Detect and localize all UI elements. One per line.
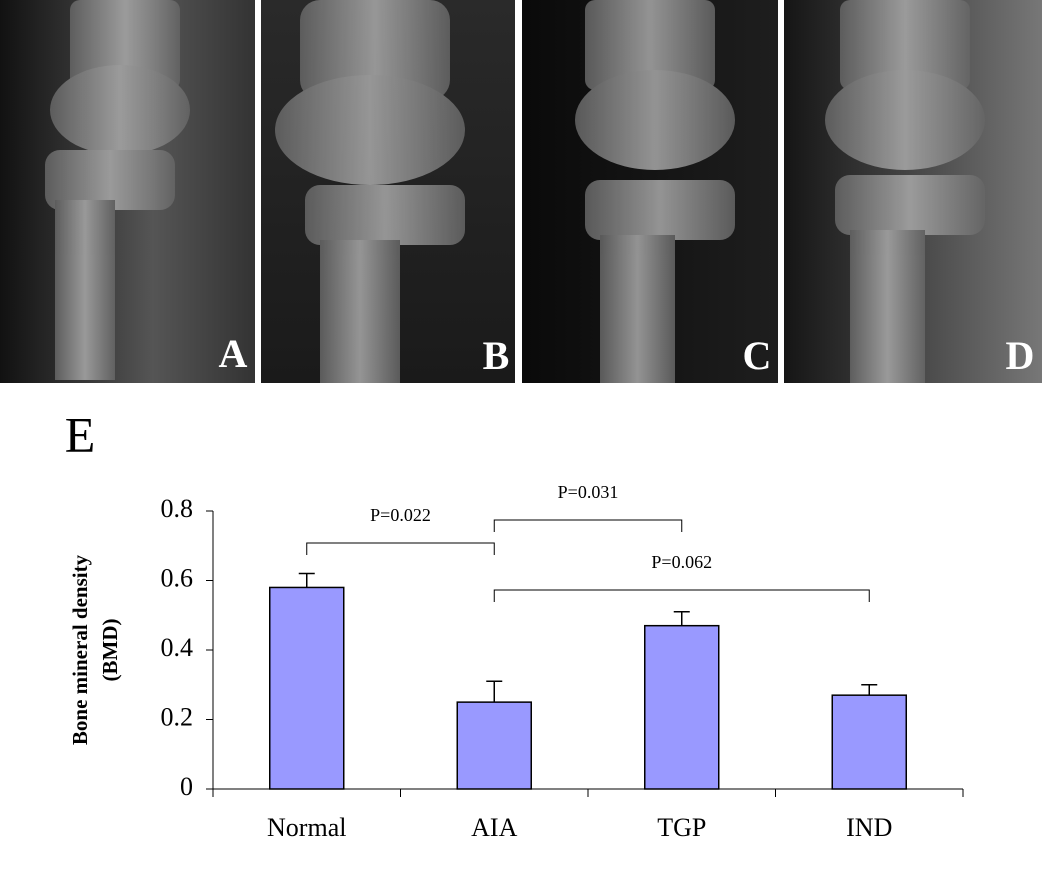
panel-label: C bbox=[743, 333, 772, 378]
panel-label: A bbox=[219, 331, 248, 376]
x-tick-label: Normal bbox=[267, 813, 346, 842]
significance-bracket bbox=[493, 589, 870, 602]
y-tick-label: 0.2 bbox=[161, 702, 194, 731]
significance-bracket bbox=[306, 542, 495, 555]
p-value-label: P=0.062 bbox=[651, 552, 712, 572]
x-tick-label: IND bbox=[846, 813, 892, 842]
p-value-label: P=0.031 bbox=[558, 482, 619, 502]
y-axis-label: Bone mineral density bbox=[68, 554, 92, 745]
panel-label: D bbox=[1006, 333, 1035, 378]
bar bbox=[831, 694, 907, 790]
bar bbox=[644, 624, 720, 790]
x-tick-label: AIA bbox=[471, 813, 517, 842]
xray-panels: A B C D bbox=[0, 0, 1042, 383]
significance-bracket bbox=[493, 519, 683, 532]
bar bbox=[269, 586, 345, 790]
y-tick-label: 0 bbox=[180, 772, 193, 801]
chart: Bone mineral density (BMD) 0 0.2 0.4 0.6 0.8… bbox=[68, 482, 964, 842]
y-tick-label: 0.6 bbox=[161, 563, 194, 592]
panel-label: B bbox=[483, 333, 510, 378]
p-value-label: P=0.022 bbox=[370, 505, 431, 525]
panel-label: E bbox=[65, 406, 96, 462]
y-axis-label: (BMD) bbox=[98, 619, 122, 682]
y-tick-label: 0.8 bbox=[161, 494, 194, 523]
bar bbox=[456, 701, 532, 790]
bone-shapes bbox=[45, 0, 985, 383]
x-tick-label: TGP bbox=[657, 813, 706, 842]
y-tick-label: 0.4 bbox=[161, 633, 194, 662]
